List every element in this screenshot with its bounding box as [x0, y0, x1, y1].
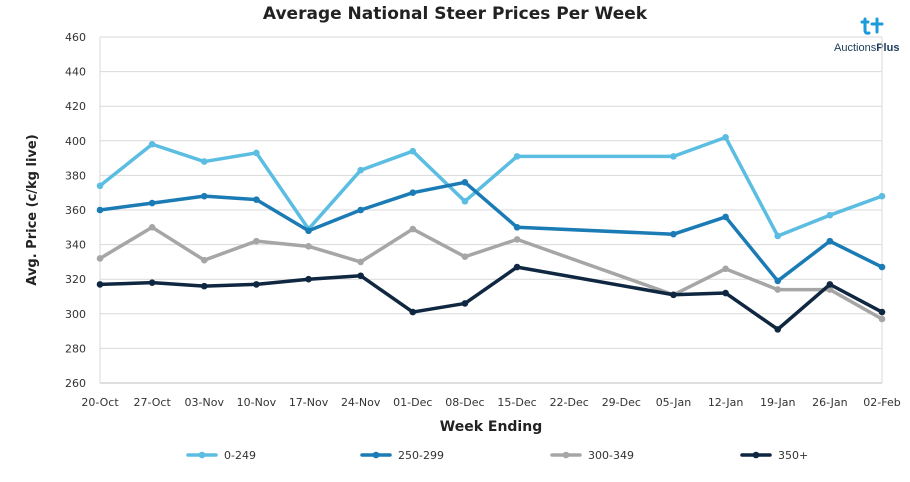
data-point-350+ [357, 272, 364, 280]
data-point-350+ [148, 279, 156, 286]
y-tick-label: 420 [65, 100, 86, 113]
data-point-0-249 [461, 198, 469, 205]
data-point-250-299 [409, 189, 417, 196]
legend-marker-250-299 [372, 451, 380, 459]
data-point-0-249 [96, 182, 104, 190]
data-point-300-349 [148, 224, 156, 231]
data-point-300-349 [409, 225, 417, 233]
legend-label: 300-349 [588, 449, 634, 462]
data-point-250-299 [200, 192, 208, 200]
y-tick-label: 320 [65, 273, 86, 286]
x-tick-label: 24-Nov [341, 396, 381, 409]
y-tick-label: 260 [65, 377, 86, 390]
data-point-350+ [253, 281, 260, 288]
data-point-0-249 [774, 232, 782, 240]
y-tick-label: 440 [65, 66, 86, 79]
data-point-0-249 [826, 211, 834, 219]
x-tick-label: 19-Jan [760, 396, 796, 409]
series-line-250-299 [98, 180, 884, 283]
data-point-250-299 [722, 213, 729, 221]
y-tick-label: 280 [65, 342, 86, 355]
x-tick-label: 03-Nov [185, 396, 225, 409]
data-point-0-249 [878, 192, 886, 200]
x-tick-label: 12-Jan [708, 396, 744, 409]
y-tick-label: 360 [65, 204, 86, 217]
data-point-250-299 [253, 196, 260, 203]
data-point-250-299 [878, 263, 886, 271]
data-point-250-299 [826, 237, 834, 245]
data-point-0-249 [357, 166, 364, 174]
data-point-250-299 [513, 224, 521, 231]
data-point-0-249 [513, 153, 521, 160]
data-point-300-349 [357, 258, 364, 266]
x-tick-label: 08-Dec [445, 396, 484, 409]
data-point-0-249 [200, 158, 208, 165]
x-tick-label: 20-Oct [81, 396, 119, 409]
x-tick-label: 10-Nov [237, 396, 277, 409]
y-tick-label: 460 [65, 31, 86, 44]
legend-marker-350+ [752, 451, 760, 459]
data-point-300-349 [461, 253, 469, 261]
chart-title: Average National Steer Prices Per Week [262, 4, 648, 24]
data-point-300-349 [878, 315, 886, 323]
data-point-350+ [305, 275, 312, 283]
data-point-250-299 [357, 206, 364, 214]
x-axis-title: Week Ending [440, 419, 542, 435]
data-point-350+ [513, 263, 521, 271]
series-line-350+ [98, 265, 884, 332]
legend-label: 250-299 [398, 449, 444, 462]
data-point-0-249 [670, 153, 677, 160]
x-tick-label: 27-Oct [133, 396, 171, 409]
series-line-300-349 [98, 225, 884, 321]
x-tick-label: 29-Dec [602, 396, 641, 409]
x-tick-label: 22-Dec [550, 396, 589, 409]
data-point-350+ [826, 281, 834, 288]
y-tick-label: 300 [65, 308, 86, 321]
series-line-0-249 [98, 135, 884, 238]
auctionsplus-logo-icon [860, 17, 884, 35]
data-point-350+ [409, 308, 417, 316]
data-point-250-299 [305, 227, 312, 235]
data-point-250-299 [148, 199, 156, 207]
x-tick-label: 01-Dec [393, 396, 432, 409]
data-point-250-299 [670, 230, 677, 238]
data-point-350+ [774, 326, 782, 333]
data-point-300-349 [200, 256, 208, 264]
data-point-300-349 [96, 255, 104, 262]
data-point-0-249 [722, 134, 729, 141]
data-point-250-299 [774, 277, 782, 285]
data-point-350+ [200, 282, 208, 290]
data-point-0-249 [409, 147, 417, 155]
data-point-300-349 [722, 265, 729, 273]
data-point-300-349 [774, 286, 782, 293]
legend-marker-300-349 [562, 451, 570, 459]
legend-marker-0-249 [198, 451, 206, 459]
y-axis-title: Avg. Price (c/kg live) [25, 134, 40, 285]
data-point-0-249 [148, 140, 156, 148]
legend-label: 0-249 [224, 449, 256, 462]
x-tick-label: 26-Jan [812, 396, 848, 409]
data-point-350+ [96, 281, 104, 288]
x-tick-label: 02-Feb [863, 396, 900, 409]
y-tick-label: 400 [65, 135, 86, 148]
data-point-300-349 [513, 236, 521, 243]
legend-label: 350+ [778, 449, 808, 462]
y-tick-label: 380 [65, 169, 86, 182]
data-point-300-349 [305, 243, 312, 250]
data-point-350+ [670, 291, 677, 299]
data-point-350+ [722, 289, 729, 297]
data-point-300-349 [253, 237, 260, 245]
x-tick-label: 05-Jan [656, 396, 692, 409]
x-tick-label: 17-Nov [289, 396, 329, 409]
data-point-0-249 [253, 149, 260, 157]
data-point-250-299 [96, 206, 104, 214]
data-point-350+ [461, 300, 469, 307]
data-point-350+ [878, 308, 886, 316]
data-point-250-299 [461, 179, 469, 186]
x-tick-label: 15-Dec [497, 396, 536, 409]
y-tick-label: 340 [65, 239, 86, 252]
brand-prefix: Auctions [834, 42, 877, 54]
